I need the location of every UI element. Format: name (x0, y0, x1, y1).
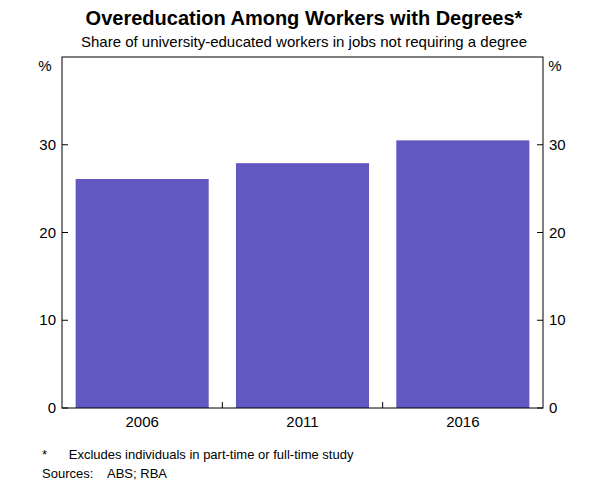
y-tick-label-right: 10 (549, 311, 566, 328)
bars (76, 140, 530, 408)
x-tick-label: 2016 (446, 413, 479, 430)
footnote: * Excludes individuals in part-time or f… (42, 447, 354, 462)
y-tick-label-left: 0 (48, 399, 56, 416)
y-tick-label-left: 30 (39, 136, 56, 153)
y-tick-left (62, 408, 68, 409)
bar (76, 179, 209, 408)
y-tick-right (537, 408, 543, 409)
y-tick-label-left: 20 (39, 224, 56, 241)
bar (396, 140, 529, 408)
plot-frame (62, 57, 543, 408)
y-tick-left (62, 232, 68, 233)
y-tick-left (62, 320, 68, 321)
y-tick-right (537, 320, 543, 321)
x-tick-label: 2011 (286, 413, 318, 430)
y-label-left: % (38, 57, 51, 74)
y-tick-right (537, 232, 543, 233)
y-tick-label-right: 0 (549, 399, 557, 416)
y-label-right: % (548, 57, 561, 74)
y-tick-right (537, 144, 543, 145)
y-tick-label-right: 20 (549, 224, 566, 241)
x-tick (382, 402, 383, 408)
x-tick (222, 402, 223, 408)
y-tick-label-right: 30 (549, 136, 566, 153)
sources: Sources: ABS; RBA (42, 466, 167, 481)
chart: Overeducation Among Workers with Degrees… (0, 0, 608, 487)
y-tick-label-left: 10 (39, 311, 56, 328)
y-tick-left (62, 144, 68, 145)
x-tick-label: 2006 (125, 413, 158, 430)
title: Overeducation Among Workers with Degrees… (86, 7, 523, 29)
bar (236, 163, 369, 408)
subtitle: Share of university-educated workers in … (81, 33, 527, 50)
